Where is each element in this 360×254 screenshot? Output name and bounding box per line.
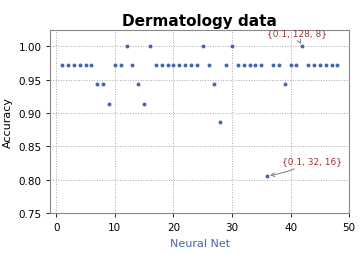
Point (147, 45, 153, 49)
Point (212, 82, 217, 86)
Point (171, 64, 176, 68)
Point (112, 64, 118, 68)
Point (65, 64, 71, 68)
Point (311, 64, 317, 68)
Point (323, 64, 329, 68)
Point (153, 64, 159, 68)
Point (206, 64, 211, 68)
Point (270, 64, 276, 68)
Point (300, 45, 305, 49)
Text: {0.1, 32, 16}: {0.1, 32, 16} (271, 156, 342, 177)
Point (258, 64, 264, 68)
X-axis label: Neural Net: Neural Net (170, 238, 230, 248)
Point (241, 64, 247, 68)
Point (229, 45, 235, 49)
Point (130, 64, 135, 68)
Point (334, 64, 340, 68)
Point (247, 64, 252, 68)
Point (94, 82, 100, 86)
Point (135, 82, 141, 86)
Title: Dermatology data: Dermatology data (122, 14, 277, 29)
Point (253, 64, 258, 68)
Point (264, 174, 270, 178)
Point (329, 64, 334, 68)
Point (106, 102, 112, 106)
Point (124, 45, 130, 49)
Point (235, 64, 241, 68)
Point (188, 64, 194, 68)
Point (305, 64, 311, 68)
Point (317, 64, 323, 68)
Y-axis label: Accuracy: Accuracy (3, 97, 13, 147)
Point (89, 64, 94, 68)
Point (77, 64, 82, 68)
Point (71, 64, 77, 68)
Point (294, 64, 300, 68)
Point (59, 64, 65, 68)
Text: {0.1, 128, 8}: {0.1, 128, 8} (267, 29, 327, 44)
Point (276, 64, 282, 68)
Point (165, 64, 170, 68)
Point (141, 102, 147, 106)
Point (182, 64, 188, 68)
Point (83, 64, 89, 68)
Point (159, 64, 165, 68)
Point (194, 64, 200, 68)
Point (282, 82, 288, 86)
Point (288, 64, 293, 68)
Point (200, 45, 206, 49)
Point (118, 64, 123, 68)
Point (176, 64, 182, 68)
Point (223, 64, 229, 68)
Point (217, 121, 223, 125)
Point (100, 82, 106, 86)
